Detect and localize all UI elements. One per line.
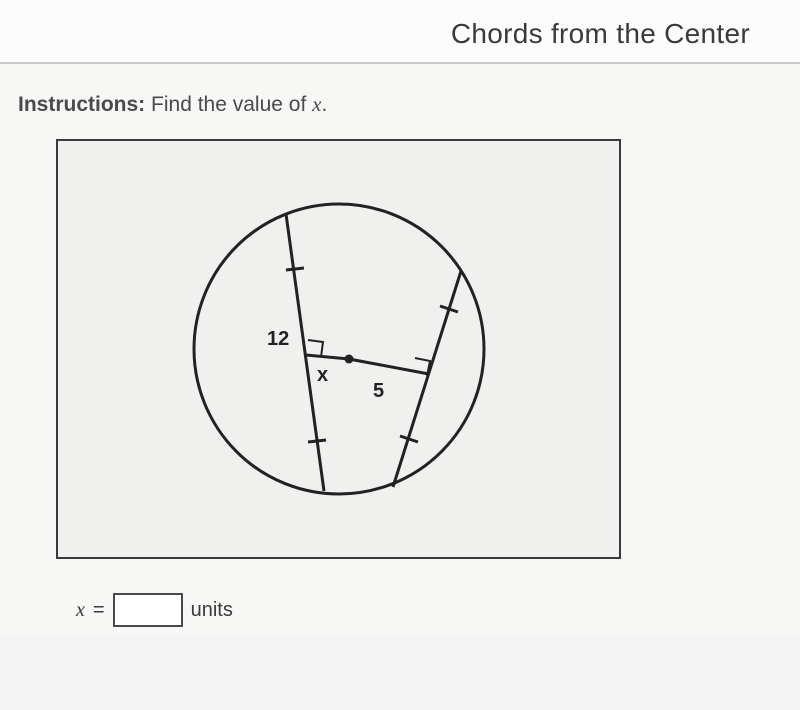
label-x: x — [317, 364, 328, 386]
answer-input[interactable] — [113, 593, 183, 627]
answer-row: x = units — [76, 593, 782, 627]
segment-left — [306, 355, 349, 359]
instructions: Instructions: Find the value of x. — [18, 92, 782, 117]
chord-right — [393, 271, 461, 487]
label-5: 5 — [373, 380, 384, 402]
tick-left-upper — [286, 268, 304, 270]
chords-diagram: 12 5 x — [139, 159, 539, 539]
center-dot — [344, 355, 353, 364]
page-title: Chords from the Center — [451, 18, 750, 49]
instructions-suffix: . — [321, 93, 327, 116]
answer-variable: x — [76, 599, 85, 622]
content-area: Instructions: Find the value of x. — [0, 64, 800, 637]
instructions-text: Find the value of — [151, 93, 312, 116]
circle — [194, 204, 484, 494]
answer-units: units — [191, 599, 233, 622]
header: Chords from the Center — [0, 0, 800, 64]
tick-left-lower — [308, 440, 326, 442]
diagram-container: 12 5 x — [56, 139, 621, 559]
instructions-label: Instructions: — [18, 93, 145, 116]
chord-left — [286, 214, 324, 491]
segment-right — [349, 359, 429, 374]
equals-sign: = — [93, 599, 105, 622]
label-12: 12 — [267, 328, 289, 350]
